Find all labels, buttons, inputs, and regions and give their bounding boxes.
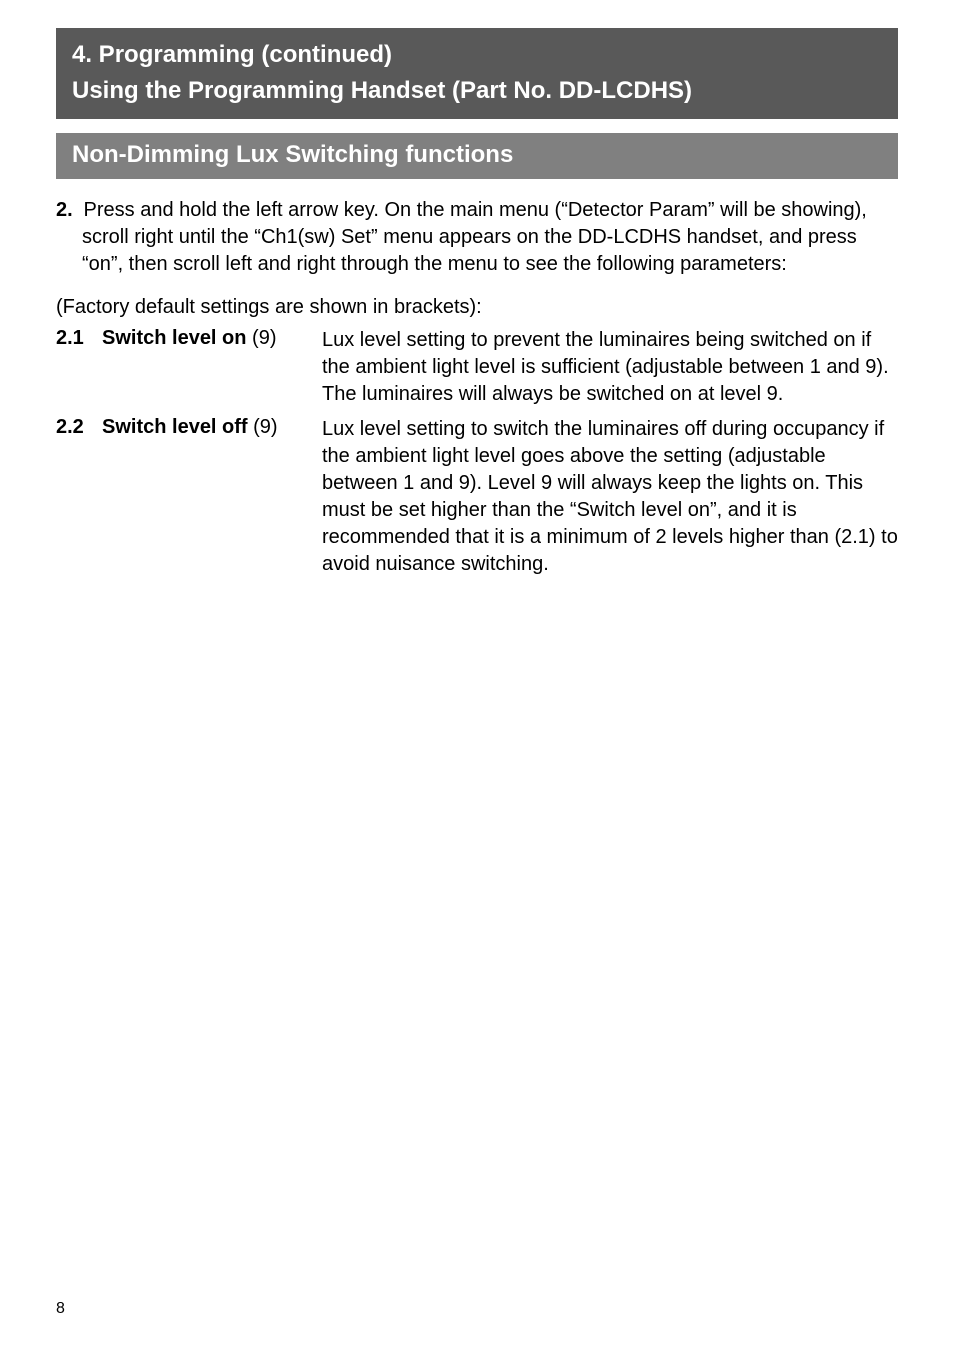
page-content: 4. Programming (continued) Using the Pro… — [0, 0, 954, 578]
factory-note: (Factory default settings are shown in b… — [56, 296, 898, 319]
banner-dark-line2: Using the Programming Handset (Part No. … — [72, 74, 882, 108]
section-banner-med: Non-Dimming Lux Switching functions — [56, 133, 898, 179]
item-label-paren-1: (9) — [248, 416, 278, 438]
intro-num: 2. — [56, 197, 78, 224]
section-banner-dark: 4. Programming (continued) Using the Pro… — [56, 28, 898, 119]
item-row-0: 2.1 Switch level on (9) Lux level settin… — [56, 327, 898, 408]
banner-med-line: Non-Dimming Lux Switching functions — [72, 141, 882, 169]
item-label-paren-0: (9) — [246, 327, 276, 349]
item-label-0: Switch level on (9) — [102, 327, 322, 408]
intro-paragraph: 2. Press and hold the left arrow key. On… — [56, 197, 898, 278]
item-label-text-1: Switch level off — [102, 416, 248, 438]
item-row-1: 2.2 Switch level off (9) Lux level setti… — [56, 416, 898, 578]
item-desc-0: Lux level setting to prevent the luminai… — [322, 327, 898, 408]
page-number: 8 — [56, 1300, 65, 1318]
intro-text: Press and hold the left arrow key. On th… — [78, 199, 867, 275]
item-num-1: 2.2 — [56, 416, 102, 578]
item-label-1: Switch level off (9) — [102, 416, 322, 578]
item-desc-1: Lux level setting to switch the luminair… — [322, 416, 898, 578]
banner-dark-line1: 4. Programming (continued) — [72, 38, 882, 72]
item-label-text-0: Switch level on — [102, 327, 246, 349]
item-num-0: 2.1 — [56, 327, 102, 408]
page-wrap: 4. Programming (continued) Using the Pro… — [0, 0, 954, 1354]
